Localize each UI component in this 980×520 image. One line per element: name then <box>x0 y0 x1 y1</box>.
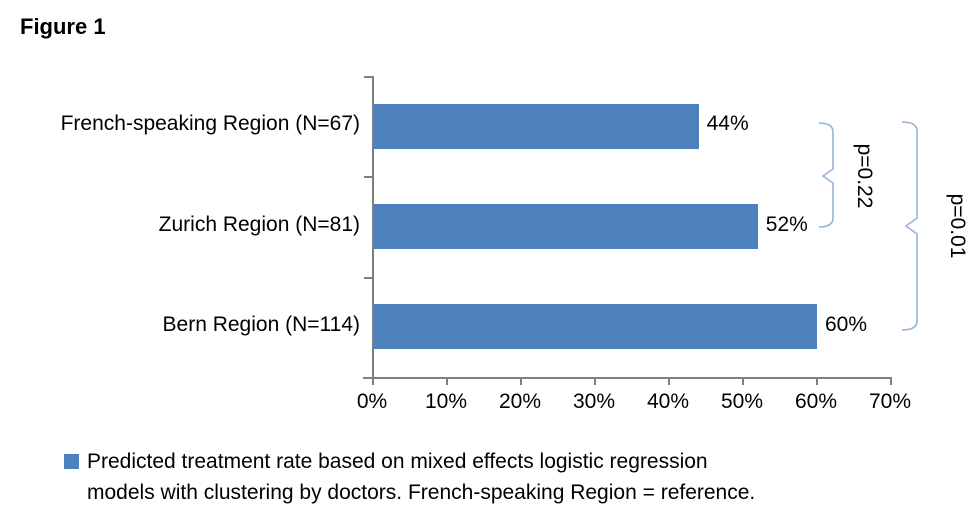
axis-category-label: Zurich Region (N=81) <box>158 212 360 236</box>
p-value-brace-long <box>901 121 918 331</box>
y-axis-tick <box>364 76 372 78</box>
legend-line-2: models with clustering by doctors. Frenc… <box>87 481 756 504</box>
x-axis-tick-label: 70% <box>868 390 912 413</box>
y-axis-line <box>372 76 374 385</box>
axis-category-label: Bern Region (N=114) <box>162 312 360 336</box>
p-value-brace-short <box>818 122 834 228</box>
axis-category-label: French-speaking Region (N=67) <box>60 112 360 136</box>
y-axis-tick <box>364 176 372 179</box>
bar <box>373 103 699 149</box>
x-axis-tick <box>594 377 596 385</box>
x-axis-tick <box>742 377 744 385</box>
legend-text: Predicted treatment rate based on mixed … <box>87 446 755 508</box>
legend-color-swatch <box>64 454 79 469</box>
data-label: 60% <box>825 312 868 336</box>
x-axis-tick-label: 20% <box>498 390 542 413</box>
figure-title: Figure 1 <box>20 14 106 39</box>
x-axis-tick-label: 40% <box>646 390 690 413</box>
bar <box>373 304 817 350</box>
x-axis-tick-label: 10% <box>424 390 468 413</box>
legend-line-1: Predicted treatment rate based on mixed … <box>87 450 708 473</box>
x-axis-tick <box>446 377 448 385</box>
x-axis-tick <box>816 377 818 385</box>
x-axis-tick-label: 30% <box>572 390 616 413</box>
x-axis-tick-label: 50% <box>720 390 764 413</box>
x-axis-tick <box>890 377 892 385</box>
data-label: 52% <box>765 212 808 236</box>
x-axis-tick <box>520 377 522 385</box>
y-axis-tick <box>364 276 372 279</box>
x-axis-tick <box>668 377 670 385</box>
chart-legend: Predicted treatment rate based on mixed … <box>64 446 755 508</box>
x-axis-line <box>363 377 890 379</box>
x-axis-tick <box>372 377 374 385</box>
x-axis-tick-label: 0% <box>356 390 388 413</box>
p-value-label-long: p=0.01 <box>946 193 969 259</box>
x-axis-tick-label: 60% <box>794 390 838 413</box>
bar <box>373 204 758 249</box>
data-label: 44% <box>706 112 749 136</box>
p-value-label-short: p=0.22 <box>853 143 876 209</box>
